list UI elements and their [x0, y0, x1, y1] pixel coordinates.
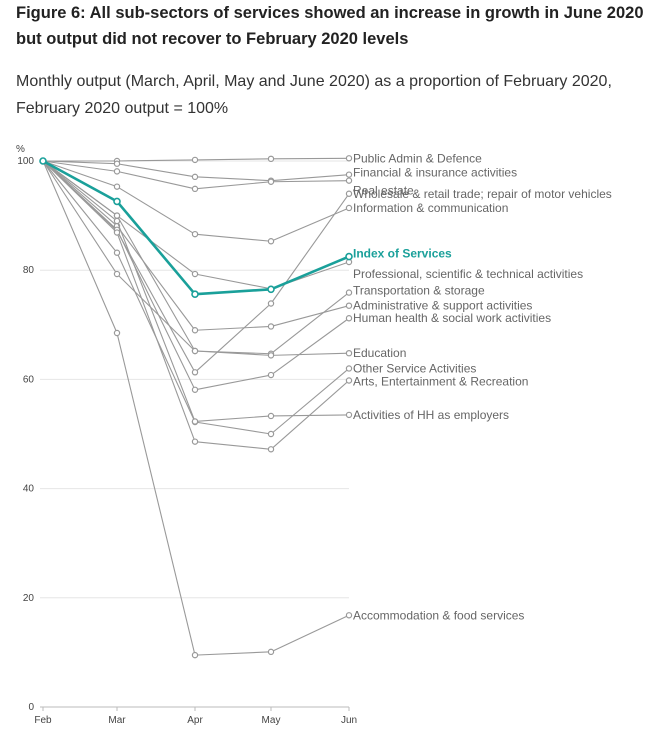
- series-label: Information & communication: [353, 201, 508, 215]
- data-point: [113, 249, 121, 256]
- y-tick-label: 60: [23, 374, 35, 385]
- series-label: Public Admin & Defence: [353, 151, 482, 165]
- series-label: Real estate: [353, 184, 414, 198]
- data-point: [113, 160, 121, 167]
- y-tick-label: 100: [17, 156, 34, 167]
- data-point: [113, 270, 121, 278]
- data-point: [267, 371, 275, 379]
- data-point: [191, 185, 199, 193]
- series-label: Accommodation & food services: [353, 608, 524, 622]
- data-point: [345, 289, 353, 296]
- series-label: Other Service Activities: [353, 361, 476, 375]
- data-point: [345, 411, 353, 419]
- data-point: [191, 173, 199, 181]
- data-point: [345, 612, 353, 619]
- data-point: [267, 178, 275, 185]
- series-label: Activities of HH as employers: [353, 408, 509, 422]
- data-point: [345, 365, 353, 372]
- series-label: Arts, Entertainment & Recreation: [353, 374, 528, 388]
- data-point: [267, 412, 275, 420]
- data-point: [191, 327, 199, 334]
- series-information-communication: [39, 157, 353, 245]
- data-point: [345, 155, 353, 162]
- data-point: [345, 315, 353, 322]
- x-tick-label: Mar: [108, 715, 126, 726]
- data-point: [113, 217, 121, 225]
- series-label: Index of Services: [353, 247, 452, 261]
- data-point: [345, 349, 353, 357]
- chart-subtitle: Monthly output (March, April, May and Ju…: [16, 73, 612, 117]
- series-index-of-services: [39, 157, 353, 299]
- data-point: [113, 197, 121, 206]
- data-point: [345, 190, 353, 197]
- x-tick-label: Feb: [34, 715, 52, 726]
- x-tick-label: Apr: [187, 715, 203, 726]
- series-real-estate: [39, 157, 353, 193]
- data-point: [345, 171, 353, 178]
- data-point: [191, 156, 199, 164]
- data-point: [191, 418, 199, 425]
- data-point: [191, 651, 199, 659]
- series-label: Human health & social work activities: [353, 311, 551, 325]
- data-point: [267, 285, 275, 294]
- data-point: [267, 238, 275, 245]
- series-label: Education: [353, 346, 406, 360]
- series-label: Professional, scientific & technical act…: [353, 267, 583, 281]
- data-point: [191, 386, 199, 393]
- y-tick-label: 20: [23, 593, 35, 604]
- data-point: [113, 229, 121, 236]
- series-label: Wholesale & retail trade; repair of moto…: [353, 187, 612, 201]
- y-tick-label: 40: [23, 484, 35, 495]
- x-axis-ticks: Feb Mar Apr May Jun: [34, 707, 357, 726]
- data-point: [345, 302, 353, 309]
- data-point: [267, 446, 275, 453]
- data-point: [267, 430, 275, 438]
- data-point: [39, 157, 47, 165]
- data-point: [191, 270, 199, 278]
- data-point: [345, 204, 353, 212]
- series-label: Transportation & storage: [353, 284, 485, 298]
- series-arts-entertainment-recreation: [39, 157, 353, 453]
- data-point: [267, 323, 275, 330]
- data-point: [345, 377, 353, 384]
- series-label: Administrative & support activities: [353, 299, 532, 313]
- data-point: [267, 648, 275, 656]
- data-point: [113, 168, 121, 175]
- x-tick-label: May: [262, 715, 281, 726]
- x-tick-label: Jun: [341, 715, 357, 726]
- data-point: [113, 329, 121, 337]
- data-point: [191, 347, 199, 355]
- data-point: [191, 369, 199, 376]
- y-axis-label: %: [16, 144, 25, 155]
- series-line: [42, 160, 350, 290]
- data-point: [345, 252, 353, 261]
- y-axis-ticks: 0 20 40 60 80 100: [17, 156, 34, 713]
- data-point: [267, 300, 275, 307]
- data-point: [191, 438, 199, 445]
- series-label: Financial & insurance activities: [353, 166, 517, 180]
- y-tick-label: 80: [23, 265, 35, 276]
- data-point: [345, 177, 353, 184]
- y-tick-label: 0: [28, 702, 34, 713]
- data-point: [191, 290, 199, 299]
- data-point: [113, 183, 121, 190]
- series-lines: [39, 155, 353, 659]
- data-point: [191, 230, 199, 238]
- data-point: [113, 212, 121, 219]
- data-point: [267, 352, 275, 359]
- gridlines: [40, 160, 349, 708]
- chart-title: Figure 6: All sub-sectors of services sh…: [16, 4, 644, 48]
- data-point: [267, 155, 275, 163]
